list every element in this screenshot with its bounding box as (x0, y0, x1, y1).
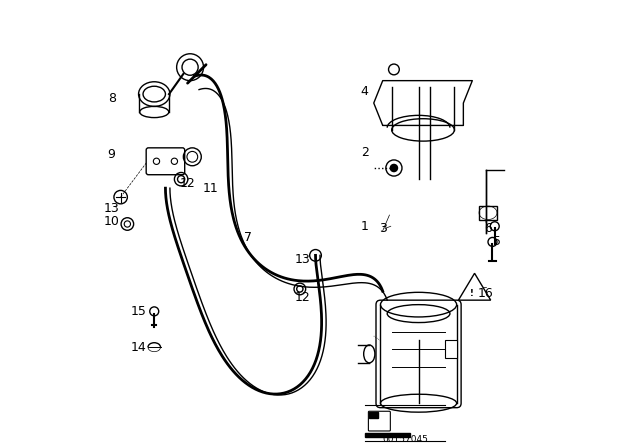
Text: 6: 6 (484, 222, 492, 235)
Text: 00157045: 00157045 (382, 435, 428, 444)
Text: 2: 2 (361, 146, 369, 159)
Text: 3: 3 (379, 222, 387, 235)
Text: 13: 13 (294, 253, 310, 267)
FancyBboxPatch shape (369, 411, 390, 431)
Bar (445, 340, 457, 358)
Polygon shape (369, 412, 378, 418)
Text: 16: 16 (478, 287, 493, 300)
Text: 15: 15 (131, 305, 147, 318)
Text: 7: 7 (244, 231, 252, 244)
Text: 5: 5 (493, 235, 501, 249)
Text: 4: 4 (361, 85, 369, 99)
Bar (365, 433, 410, 437)
Circle shape (390, 164, 397, 172)
Text: 8: 8 (108, 92, 116, 105)
Text: 1: 1 (361, 220, 369, 233)
FancyBboxPatch shape (146, 148, 185, 175)
Text: 9: 9 (108, 148, 116, 161)
FancyArrowPatch shape (188, 65, 206, 83)
Text: 10: 10 (104, 215, 120, 228)
Text: 13: 13 (104, 202, 120, 215)
Text: 14: 14 (131, 340, 147, 354)
Text: 12: 12 (294, 291, 310, 305)
Text: 11: 11 (202, 181, 218, 195)
FancyBboxPatch shape (376, 300, 461, 408)
Text: 12: 12 (180, 177, 196, 190)
Text: !: ! (470, 289, 474, 298)
Polygon shape (458, 273, 491, 300)
Bar (479, 206, 497, 220)
